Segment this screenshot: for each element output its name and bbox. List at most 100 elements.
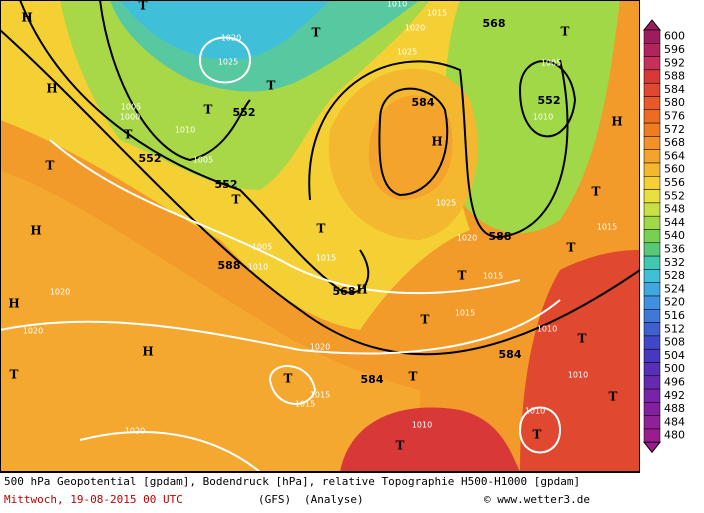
low-marker: T: [533, 428, 542, 442]
legend-swatch: [643, 162, 661, 177]
isobar: [49, 139, 521, 295]
zone-red-east: [520, 250, 640, 472]
footer-model: (GFS): [258, 493, 291, 506]
low-marker: T: [578, 332, 587, 346]
legend-swatch: [643, 96, 661, 111]
legend-label: 584: [664, 83, 685, 96]
legend-label: 572: [664, 123, 685, 136]
pressure-label: 1015: [310, 391, 330, 400]
pressure-label: 1025: [397, 48, 417, 57]
isobar: [0, 299, 561, 355]
legend-swatch: [643, 136, 661, 150]
footer-copyright: © www.wetter3.de: [484, 493, 590, 506]
legend-label: 504: [664, 349, 685, 362]
legend-swatch: [643, 202, 661, 217]
low-marker: T: [567, 241, 576, 255]
map-frame: [0, 0, 640, 472]
low-marker: T: [10, 368, 19, 382]
pressure-label: 1010: [537, 325, 557, 334]
isobar: [518, 406, 562, 454]
high-marker: H: [21, 11, 32, 25]
legend-swatch: [643, 56, 661, 71]
contour-line: [308, 59, 569, 239]
geopotential-label: 584: [361, 373, 384, 386]
legend-swatch: [643, 415, 661, 430]
legend-label: 508: [664, 336, 685, 349]
high-marker: H: [431, 135, 442, 149]
low-marker: T: [458, 269, 467, 283]
footer-description: 500 hPa Geopotential [gpdam], Bodendruck…: [4, 475, 580, 488]
legend: 6005965925885845805765725685645605565525…: [642, 19, 685, 454]
zone-west: [0, 170, 420, 472]
pressure-label: 1025: [436, 199, 456, 208]
low-marker: T: [204, 103, 213, 117]
contour-line: [0, 29, 641, 356]
low-marker: T: [284, 372, 293, 386]
zone-cyan: [120, 0, 330, 60]
pressure-label: 1020: [310, 343, 330, 352]
low-marker: T: [421, 313, 430, 327]
legend-label: 544: [664, 216, 685, 229]
pressure-label: 1010: [248, 263, 268, 272]
low-marker: T: [139, 0, 148, 13]
legend-swatch: [643, 176, 661, 190]
high-marker: H: [46, 82, 57, 96]
legend-label: 580: [664, 96, 685, 109]
map: [0, 0, 641, 473]
legend-label: 600: [664, 30, 685, 43]
low-marker: T: [317, 222, 326, 236]
legend-label: 540: [664, 229, 685, 242]
low-marker: T: [232, 193, 241, 207]
contour-line: [378, 87, 449, 197]
geopotential-label: 552: [233, 106, 256, 119]
legend-arrow-bottom: [642, 441, 662, 454]
legend-label: 512: [664, 322, 685, 335]
legend-swatch: [643, 43, 661, 57]
geopotential-label: 568: [483, 17, 506, 30]
pressure-label: 1015: [316, 254, 336, 263]
low-marker: T: [124, 128, 133, 142]
legend-swatch: [643, 348, 661, 363]
pressure-label: 1005: [541, 59, 561, 68]
pressure-label: 1020: [405, 24, 425, 33]
legend-swatch: [643, 309, 661, 323]
contour-line: [99, 0, 251, 162]
low-marker: T: [409, 370, 418, 384]
legend-label: 500: [664, 362, 685, 375]
footer-kind: (Analyse): [304, 493, 364, 506]
pressure-label: 1005: [121, 103, 141, 112]
isobar: [268, 365, 317, 405]
high-marker: H: [611, 115, 622, 129]
footer-date: Mittwoch, 19-08-2015 00 UTC: [4, 493, 183, 506]
high-marker: H: [142, 345, 153, 359]
legend-swatch: [643, 242, 661, 257]
legend-swatch: [643, 388, 661, 403]
legend-swatch: [643, 69, 661, 84]
low-marker: T: [46, 159, 55, 173]
legend-swatch: [643, 29, 661, 44]
legend-label: 568: [664, 136, 685, 149]
legend-label: 532: [664, 256, 685, 269]
legend-swatch: [643, 428, 661, 443]
pressure-label: 1020: [125, 427, 145, 436]
legend-swatch: [643, 109, 661, 124]
contour-line: [19, 0, 370, 294]
legend-swatch: [643, 122, 661, 137]
legend-swatch: [643, 295, 661, 310]
low-marker: T: [267, 79, 276, 93]
geopotential-label: 552: [139, 152, 162, 165]
legend-label: 480: [664, 429, 685, 442]
legend-swatch: [643, 255, 661, 270]
legend-label: 556: [664, 176, 685, 189]
geopotential-label: 552: [538, 94, 561, 107]
pressure-label: 1020: [50, 288, 70, 297]
geopotential-label: 584: [412, 96, 435, 109]
pressure-label: 1010: [175, 126, 195, 135]
legend-label: 516: [664, 309, 685, 322]
legend-label: 564: [664, 149, 685, 162]
geopotential-label: 588: [489, 230, 512, 243]
isobar: [79, 431, 261, 473]
legend-label: 520: [664, 296, 685, 309]
pressure-label: 1010: [412, 421, 432, 430]
